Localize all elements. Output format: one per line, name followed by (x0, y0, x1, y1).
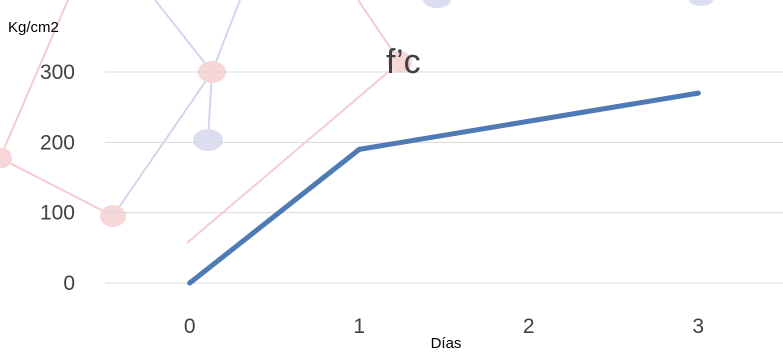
data-point (356, 146, 362, 152)
y-tick-label: 200 (40, 131, 75, 154)
decor-pink-line (0, 0, 69, 159)
gridlines (105, 71, 783, 284)
series-layer (187, 90, 701, 286)
decor-lavender-dot (689, 0, 713, 6)
decor-pink-line (186, 61, 401, 244)
x-tick-label: 0 (184, 315, 196, 338)
decor-pink-line (0, 157, 114, 217)
decor-lavender-line (154, 0, 213, 73)
y-tick-label: 100 (40, 202, 75, 225)
decor-lavender-line (112, 71, 213, 217)
y-tick-label: 300 (40, 61, 75, 84)
decor-lavender-dot (193, 129, 223, 151)
decor-pink-dot (388, 51, 412, 73)
x-tick-label: 3 (692, 315, 704, 338)
y-axis-label: Kg/cm2 (8, 19, 59, 36)
decor-pink-dot (100, 205, 126, 227)
y-tick-label: 0 (63, 272, 75, 295)
y-axis-ticks: 0 100 200 300 (40, 61, 75, 295)
decor-pink-dot (0, 148, 12, 168)
decor-pink-line (357, 0, 401, 63)
decor-lavender-dot (423, 0, 451, 8)
data-point (695, 90, 701, 96)
x-axis-ticks: 0 1 2 3 (184, 315, 704, 338)
x-tick-label: 1 (353, 315, 365, 338)
series-label: f’c (386, 43, 421, 81)
decor-lavender-line (211, 0, 241, 73)
background-decoration (0, 0, 713, 244)
series-line (187, 90, 701, 286)
decor-lavender-line (207, 71, 213, 141)
x-tick-label: 2 (523, 315, 535, 338)
data-point (187, 280, 193, 286)
x-axis-label: Días (431, 335, 462, 352)
